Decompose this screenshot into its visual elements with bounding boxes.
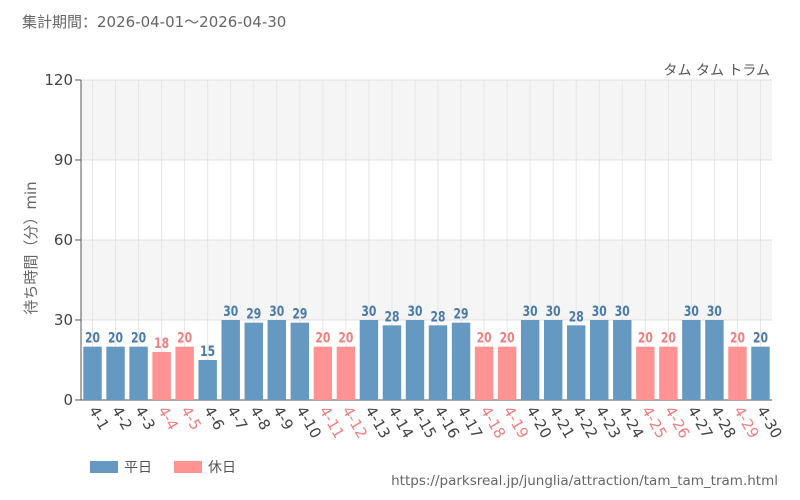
value-label-4-4: 18 bbox=[154, 336, 169, 352]
x-tick-label-4-1: 4-1 bbox=[85, 403, 113, 433]
plot-band bbox=[81, 240, 772, 320]
bar-4-10 bbox=[290, 322, 310, 400]
value-label-4-22: 28 bbox=[569, 309, 584, 325]
value-label-4-19: 20 bbox=[500, 331, 515, 347]
value-label-4-11: 20 bbox=[315, 331, 330, 347]
value-label-4-6: 15 bbox=[200, 344, 215, 360]
x-tick-label-4-3: 4-3 bbox=[131, 403, 159, 433]
value-label-4-5: 20 bbox=[177, 331, 192, 347]
value-label-4-13: 30 bbox=[361, 304, 376, 320]
bar-4-29 bbox=[728, 346, 747, 400]
x-tick-label-4-9: 4-9 bbox=[269, 403, 297, 433]
bar-4-5 bbox=[175, 346, 194, 400]
value-label-4-18: 20 bbox=[477, 331, 492, 347]
value-label-4-1: 20 bbox=[85, 331, 100, 347]
attraction-name: タム タム トラム bbox=[663, 63, 770, 79]
legend-swatch-weekday bbox=[90, 461, 118, 473]
period-label: 集計期間：2026-04-01～2026-04-30 bbox=[22, 13, 287, 31]
legend-label-weekday: 平日 bbox=[124, 460, 152, 476]
bar-4-12 bbox=[336, 346, 356, 400]
bar-4-15 bbox=[405, 320, 425, 400]
bar-4-3 bbox=[129, 346, 148, 400]
value-label-4-20: 30 bbox=[523, 304, 538, 320]
y-axis-title: 待ち時間（分）min bbox=[22, 181, 40, 314]
plot-band bbox=[81, 80, 772, 160]
bar-4-28 bbox=[705, 320, 724, 400]
bar-4-23 bbox=[590, 320, 609, 400]
legend-swatch-holiday bbox=[174, 461, 202, 473]
x-tick-label-4-8: 4-8 bbox=[246, 403, 274, 433]
bar-4-9 bbox=[267, 320, 286, 400]
bar-4-18 bbox=[474, 346, 494, 400]
value-label-4-28: 30 bbox=[707, 304, 722, 320]
bar-4-13 bbox=[359, 320, 379, 400]
bar-4-24 bbox=[613, 320, 632, 400]
value-label-4-25: 20 bbox=[638, 331, 653, 347]
bar-4-30 bbox=[751, 346, 770, 400]
value-label-4-29: 20 bbox=[730, 331, 745, 347]
y-tick-label: 60 bbox=[54, 231, 73, 249]
x-tick-label-4-30: 4-30 bbox=[753, 403, 786, 441]
value-label-4-27: 30 bbox=[684, 304, 699, 320]
value-label-4-9: 30 bbox=[269, 304, 284, 320]
bar-4-1 bbox=[83, 346, 102, 400]
legend: 平日 休日 bbox=[90, 457, 258, 477]
legend-label-holiday: 休日 bbox=[208, 460, 236, 476]
bar-4-16 bbox=[428, 325, 448, 400]
value-label-4-23: 30 bbox=[592, 304, 607, 320]
legend-item-holiday[interactable]: 休日 bbox=[174, 457, 236, 477]
bar-4-25 bbox=[636, 346, 655, 400]
bar-4-4 bbox=[152, 352, 171, 400]
bar-4-26 bbox=[659, 346, 678, 400]
bar-4-11 bbox=[313, 346, 333, 400]
bar-4-17 bbox=[451, 322, 471, 400]
x-tick-label-4-7: 4-7 bbox=[223, 403, 251, 433]
bar-4-21 bbox=[543, 320, 563, 400]
value-label-4-10: 29 bbox=[292, 307, 307, 323]
y-tick-label: 30 bbox=[54, 311, 73, 329]
bar-4-27 bbox=[682, 320, 701, 400]
value-label-4-30: 20 bbox=[753, 331, 768, 347]
value-label-4-3: 20 bbox=[131, 331, 146, 347]
value-label-4-7: 30 bbox=[223, 304, 238, 320]
x-tick-label-4-6: 4-6 bbox=[200, 403, 228, 433]
value-label-4-15: 30 bbox=[407, 304, 422, 320]
bar-4-7 bbox=[221, 320, 240, 400]
source-url[interactable]: https://parksreal.jp/junglia/attraction/… bbox=[391, 473, 778, 489]
value-label-4-17: 29 bbox=[454, 307, 469, 323]
bar-4-6 bbox=[198, 360, 217, 400]
value-label-4-24: 30 bbox=[615, 304, 630, 320]
value-label-4-2: 20 bbox=[108, 331, 123, 347]
value-label-4-26: 20 bbox=[661, 331, 676, 347]
x-tick-label-4-4: 4-4 bbox=[154, 403, 182, 433]
bar-4-20 bbox=[520, 320, 540, 400]
bar-4-8 bbox=[244, 322, 263, 400]
value-label-4-12: 20 bbox=[338, 331, 353, 347]
bar-4-19 bbox=[497, 346, 517, 400]
bar-4-2 bbox=[106, 346, 125, 400]
y-tick-label: 120 bbox=[44, 71, 73, 89]
x-tick-label-4-5: 4-5 bbox=[177, 403, 205, 433]
value-label-4-21: 30 bbox=[546, 304, 561, 320]
value-label-4-8: 29 bbox=[246, 307, 261, 323]
bar-4-14 bbox=[382, 325, 402, 400]
y-tick-label: 90 bbox=[54, 151, 73, 169]
legend-item-weekday[interactable]: 平日 bbox=[90, 457, 152, 477]
x-tick-label-4-2: 4-2 bbox=[108, 403, 136, 433]
value-label-4-14: 28 bbox=[384, 309, 399, 325]
y-tick-label: 0 bbox=[63, 391, 73, 409]
bar-4-22 bbox=[567, 325, 586, 400]
value-label-4-16: 28 bbox=[431, 309, 446, 325]
